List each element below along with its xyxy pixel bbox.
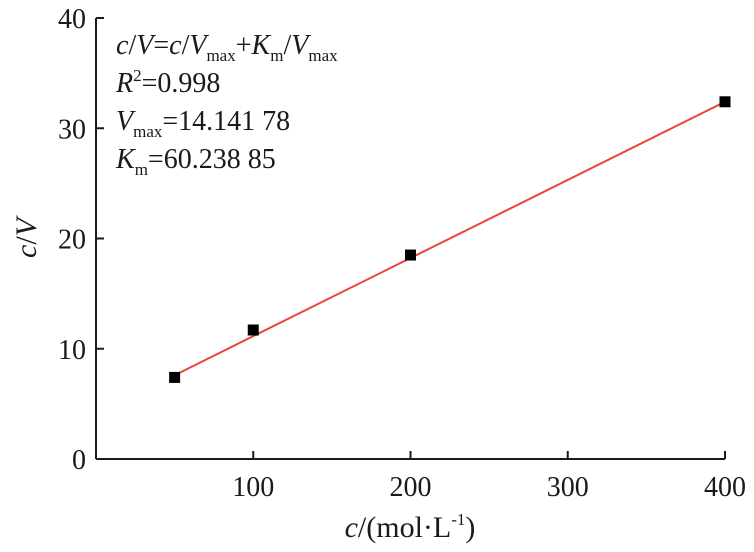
x-tick-label: 200 bbox=[390, 472, 432, 503]
data-points bbox=[169, 96, 731, 383]
y-tick-label: 0 bbox=[72, 445, 86, 476]
fit-line-group bbox=[174, 100, 726, 377]
r-squared-annotation: R2=0.998 bbox=[115, 66, 220, 99]
x-tick-label: 100 bbox=[232, 472, 274, 503]
vmax-annotation: Vmax=14.141 78 bbox=[116, 106, 290, 141]
y-tick-label: 30 bbox=[58, 114, 86, 145]
data-point bbox=[169, 371, 181, 383]
data-point bbox=[405, 249, 416, 261]
y-axis-label: c/V bbox=[10, 214, 43, 258]
y-tick-label: 40 bbox=[58, 4, 86, 35]
y-tick-label: 10 bbox=[58, 335, 86, 366]
equation-annotation: c/V=c/Vmax+Km/Vmax bbox=[116, 30, 338, 65]
km-annotation: Km=60.238 85 bbox=[115, 144, 276, 179]
x-tick-label: 300 bbox=[547, 472, 589, 503]
x-tick-label: 400 bbox=[704, 472, 746, 503]
axis-ticks: 0 10 20 30 40 100 200 300 400 bbox=[58, 4, 746, 503]
fit-line bbox=[174, 100, 726, 377]
x-axis-label: c/(mol·L-1) bbox=[345, 510, 476, 544]
y-tick-label: 20 bbox=[58, 225, 86, 256]
data-point bbox=[247, 324, 259, 336]
data-point bbox=[719, 96, 731, 108]
